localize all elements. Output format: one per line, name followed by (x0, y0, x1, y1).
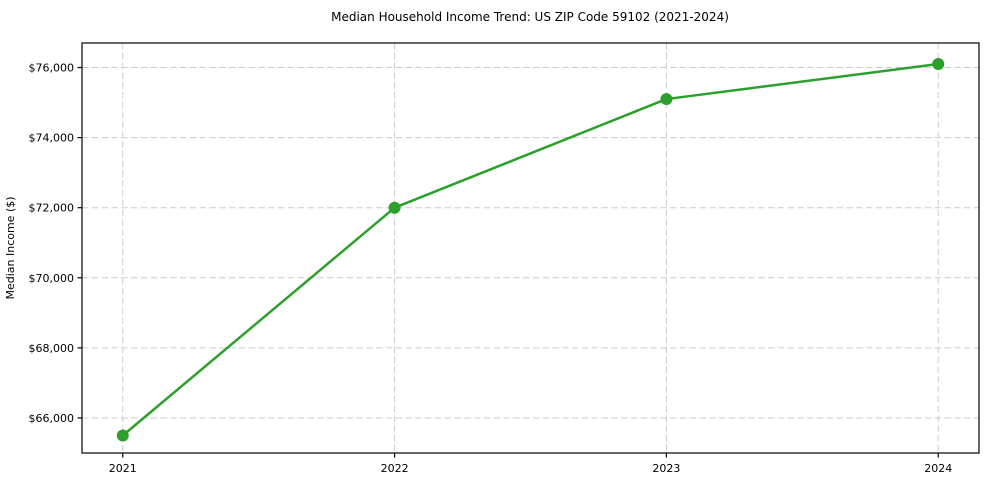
y-axis-label: Median Income ($) (4, 196, 17, 299)
x-tick-label: 2024 (924, 462, 952, 475)
y-tick-label: $68,000 (29, 342, 75, 355)
data-point (660, 93, 673, 106)
plot-border (81, 42, 980, 454)
x-tick-label: 2022 (381, 462, 409, 475)
y-tick-label: $70,000 (29, 272, 75, 285)
y-tick-label: $72,000 (29, 202, 75, 215)
y-tick-label: $74,000 (29, 132, 75, 145)
x-tick-label: 2021 (109, 462, 137, 475)
series-layer (116, 58, 945, 442)
grid-layer (82, 43, 979, 453)
chart-title: Median Household Income Trend: US ZIP Co… (331, 10, 729, 24)
y-tick-label: $76,000 (29, 62, 75, 75)
data-point (932, 58, 945, 71)
data-point (388, 201, 401, 214)
x-tick-label: 2023 (652, 462, 680, 475)
axis-layer: $66,000 $68,000 $70,000 $72,000 $74,000 $76,0… (29, 42, 980, 475)
data-point (116, 429, 129, 442)
data-line (121, 62, 940, 437)
y-tick-label: $66,000 (29, 412, 75, 425)
